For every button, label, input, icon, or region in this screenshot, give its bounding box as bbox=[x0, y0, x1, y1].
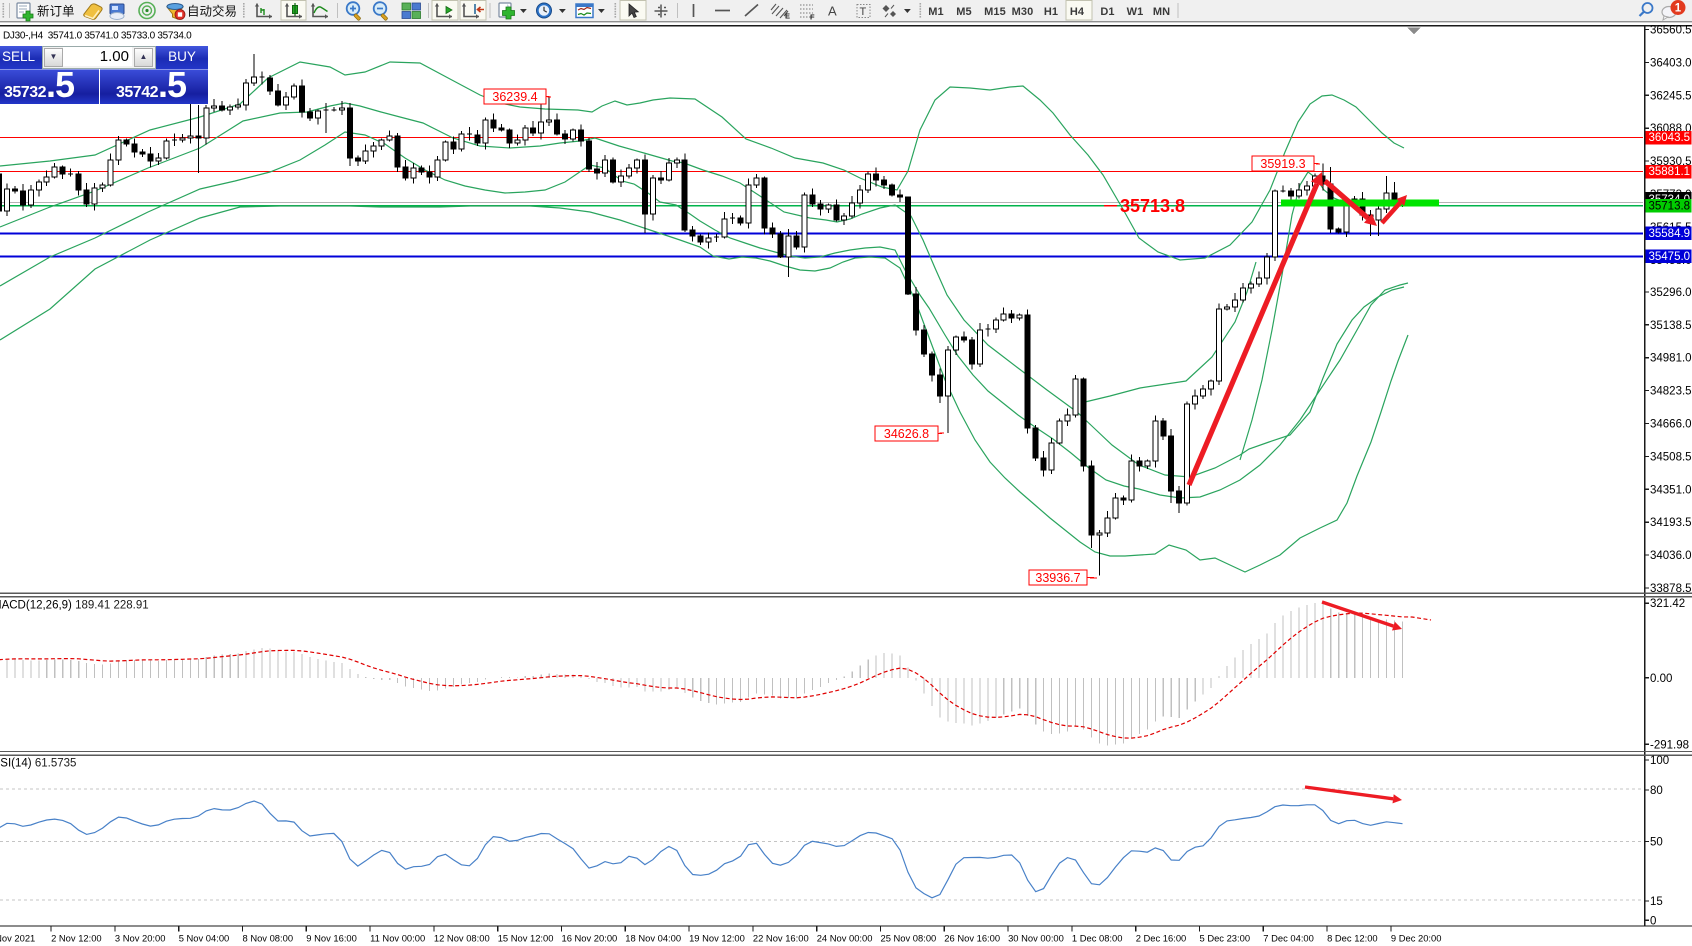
svg-text:M1: M1 bbox=[928, 6, 943, 18]
svg-text:9 Nov 16:00: 9 Nov 16:00 bbox=[306, 933, 357, 944]
svg-text:12 Nov 08:00: 12 Nov 08:00 bbox=[434, 933, 490, 944]
svg-text:35296.0: 35296.0 bbox=[1650, 287, 1692, 299]
svg-text:2 Dec 16:00: 2 Dec 16:00 bbox=[1136, 933, 1187, 944]
svg-text:7 Dec 04:00: 7 Dec 04:00 bbox=[1263, 933, 1314, 944]
svg-text:24 Nov 00:00: 24 Nov 00:00 bbox=[817, 933, 873, 944]
svg-text:35475.0: 35475.0 bbox=[1649, 251, 1691, 263]
svg-text:15: 15 bbox=[1650, 896, 1663, 908]
svg-text:0: 0 bbox=[1650, 915, 1656, 927]
svg-text:D1: D1 bbox=[1100, 6, 1114, 18]
svg-text:34981.0: 34981.0 bbox=[1650, 353, 1692, 365]
svg-text:35713.8: 35713.8 bbox=[1649, 201, 1691, 213]
svg-text:MACD(12,26,9) 189.41 228.91: MACD(12,26,9) 189.41 228.91 bbox=[0, 600, 149, 612]
svg-text:新订单: 新订单 bbox=[37, 4, 75, 19]
svg-text:100: 100 bbox=[1650, 755, 1669, 767]
svg-text:18 Nov 04:00: 18 Nov 04:00 bbox=[625, 933, 681, 944]
svg-text:H4: H4 bbox=[1070, 6, 1085, 18]
svg-text:25 Nov 08:00: 25 Nov 08:00 bbox=[881, 933, 937, 944]
svg-text:34626.8: 34626.8 bbox=[884, 427, 929, 441]
svg-text:34508.5: 34508.5 bbox=[1650, 451, 1692, 463]
svg-text:34193.5: 34193.5 bbox=[1650, 517, 1692, 529]
svg-text:M30: M30 bbox=[1012, 6, 1034, 18]
svg-text:A: A bbox=[828, 4, 837, 19]
svg-text:MN: MN bbox=[1153, 6, 1170, 18]
svg-text:33936.7: 33936.7 bbox=[1035, 571, 1080, 585]
svg-text:36239.4: 36239.4 bbox=[492, 90, 537, 104]
svg-text:-291.98: -291.98 bbox=[1650, 739, 1689, 751]
svg-text:36043.5: 36043.5 bbox=[1649, 132, 1691, 144]
svg-text:8 Dec 12:00: 8 Dec 12:00 bbox=[1327, 933, 1378, 944]
svg-text:33878.5: 33878.5 bbox=[1650, 583, 1692, 595]
svg-text:36560.5: 36560.5 bbox=[1650, 25, 1692, 37]
svg-text:11 Nov 00:00: 11 Nov 00:00 bbox=[370, 933, 425, 944]
svg-text:E: E bbox=[785, 12, 790, 21]
svg-text:35584.9: 35584.9 bbox=[1649, 228, 1691, 240]
svg-text:16 Nov 20:00: 16 Nov 20:00 bbox=[562, 933, 618, 944]
svg-text:5 Nov 04:00: 5 Nov 04:00 bbox=[179, 933, 230, 944]
svg-text:0.00: 0.00 bbox=[1650, 673, 1672, 685]
svg-text:34351.0: 34351.0 bbox=[1650, 484, 1692, 496]
svg-text:321.42: 321.42 bbox=[1650, 598, 1685, 610]
svg-text:22 Nov 16:00: 22 Nov 16:00 bbox=[753, 933, 809, 944]
svg-text:DJ30-,H4 35741.0 35741.0 3573: DJ30-,H4 35741.0 35741.0 35733.0 35734.0 bbox=[3, 31, 192, 42]
svg-text:5 Dec 23:00: 5 Dec 23:00 bbox=[1200, 933, 1251, 944]
svg-text:19 Nov 12:00: 19 Nov 12:00 bbox=[689, 933, 745, 944]
svg-text:34823.5: 34823.5 bbox=[1650, 386, 1692, 398]
svg-text:35881.1: 35881.1 bbox=[1649, 166, 1691, 178]
svg-text:F: F bbox=[810, 13, 815, 22]
svg-text:80: 80 bbox=[1650, 785, 1663, 797]
svg-text:9 Dec 20:00: 9 Dec 20:00 bbox=[1391, 933, 1442, 944]
svg-text:30 Nov 00:00: 30 Nov 00:00 bbox=[1008, 933, 1064, 944]
svg-text:RSI(14) 61.5735: RSI(14) 61.5735 bbox=[0, 758, 76, 770]
svg-text:2 Nov 12:00: 2 Nov 12:00 bbox=[51, 933, 102, 944]
svg-text:15 Nov 12:00: 15 Nov 12:00 bbox=[498, 933, 554, 944]
svg-text:35713.8: 35713.8 bbox=[1120, 196, 1185, 216]
svg-text:8 Nov 08:00: 8 Nov 08:00 bbox=[243, 933, 294, 944]
svg-text:36245.5: 36245.5 bbox=[1650, 90, 1692, 102]
svg-text:M5: M5 bbox=[956, 6, 971, 18]
svg-text:35138.5: 35138.5 bbox=[1650, 320, 1692, 332]
svg-text:35919.3: 35919.3 bbox=[1260, 157, 1305, 171]
svg-text:36403.0: 36403.0 bbox=[1650, 57, 1692, 69]
svg-text:M15: M15 bbox=[984, 6, 1006, 18]
svg-text:26 Nov 16:00: 26 Nov 16:00 bbox=[944, 933, 1000, 944]
svg-text:自动交易: 自动交易 bbox=[187, 4, 237, 19]
svg-text:H1: H1 bbox=[1044, 6, 1058, 18]
svg-text:3 Nov 20:00: 3 Nov 20:00 bbox=[115, 933, 166, 944]
svg-text:34666.0: 34666.0 bbox=[1650, 419, 1692, 431]
svg-text:50: 50 bbox=[1650, 836, 1663, 848]
svg-text:1: 1 bbox=[1675, 3, 1682, 15]
svg-text:34036.0: 34036.0 bbox=[1650, 550, 1692, 562]
svg-text:1 Dec 08:00: 1 Dec 08:00 bbox=[1072, 933, 1123, 944]
svg-text:W1: W1 bbox=[1127, 6, 1144, 18]
svg-text:1 Nov 2021: 1 Nov 2021 bbox=[0, 933, 35, 944]
svg-text:T: T bbox=[860, 6, 867, 18]
